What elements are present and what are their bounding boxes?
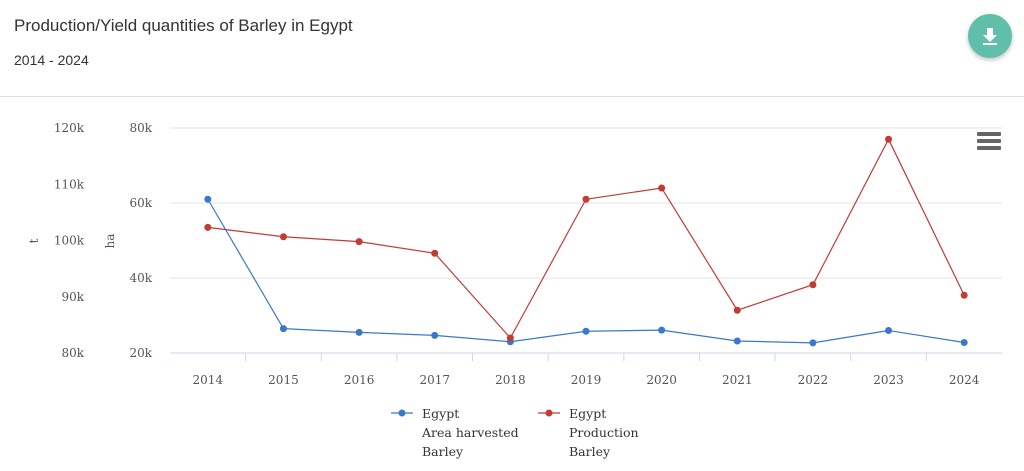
series-line-0: [207, 198, 965, 344]
x-tick-label: 2014: [193, 373, 224, 387]
y-tick-label-t: 120k: [54, 121, 85, 135]
chart-title: Production/Yield quantities of Barley in…: [14, 16, 353, 35]
legend-label: Egypt: [569, 406, 606, 421]
data-point: [733, 337, 741, 345]
data-point: [506, 334, 514, 342]
x-tick-label: 2022: [798, 373, 829, 387]
chart-subtitle: 2014 - 2024: [14, 52, 89, 68]
x-tick-label: 2019: [571, 373, 602, 387]
legend-marker: [398, 409, 406, 417]
data-point: [279, 325, 287, 333]
x-tick-label: 2015: [268, 373, 299, 387]
y-axis-title-t: t: [27, 238, 41, 243]
y-tick-label-ha: 60k: [129, 196, 152, 210]
legend-label: Barley: [422, 444, 464, 459]
x-tick-label: 2017: [419, 373, 450, 387]
legend-label: Barley: [569, 444, 611, 459]
data-point: [885, 327, 893, 334]
data-point: [355, 238, 363, 246]
legend-marker: [545, 409, 553, 417]
hamburger-menu-icon[interactable]: [977, 132, 1001, 152]
data-point: [279, 233, 287, 241]
y-tick-label-ha: 40k: [129, 271, 152, 285]
data-point: [960, 291, 968, 299]
y-tick-label-t: 100k: [54, 234, 85, 248]
data-point: [733, 306, 741, 314]
data-point: [582, 327, 590, 335]
legend-label: Production: [569, 425, 639, 440]
x-tick-label: 2023: [873, 373, 904, 387]
data-point: [658, 326, 666, 334]
data-point: [204, 195, 212, 203]
download-button[interactable]: [968, 14, 1012, 58]
data-point: [582, 195, 590, 203]
y-tick-label-ha: 20k: [129, 346, 152, 360]
data-point: [431, 249, 439, 257]
data-point: [960, 339, 968, 346]
y-axis-title-ha: ha: [103, 234, 117, 249]
data-point: [809, 339, 817, 347]
y-tick-label-t: 90k: [61, 290, 84, 304]
x-tick-label: 2016: [344, 373, 375, 387]
y-tick-label-t: 80k: [61, 346, 84, 360]
data-point: [355, 328, 363, 336]
download-icon: [983, 28, 997, 45]
data-point: [658, 184, 666, 192]
legend-label: Area harvested: [421, 425, 519, 440]
data-point: [885, 135, 893, 143]
chart-header: Production/Yield quantities of Barley in…: [0, 0, 1024, 97]
x-tick-label: 2018: [495, 373, 526, 387]
y-tick-label-t: 110k: [54, 177, 85, 191]
series-line-1: [207, 137, 965, 340]
x-tick-label: 2020: [646, 373, 677, 387]
data-point: [809, 281, 817, 289]
x-tick-label: 2024: [949, 373, 980, 387]
legend-label: Egypt: [422, 406, 459, 421]
data-point: [204, 223, 212, 231]
x-tick-label: 2021: [722, 373, 753, 387]
y-tick-label-ha: 80k: [129, 121, 152, 135]
data-point: [431, 331, 439, 339]
